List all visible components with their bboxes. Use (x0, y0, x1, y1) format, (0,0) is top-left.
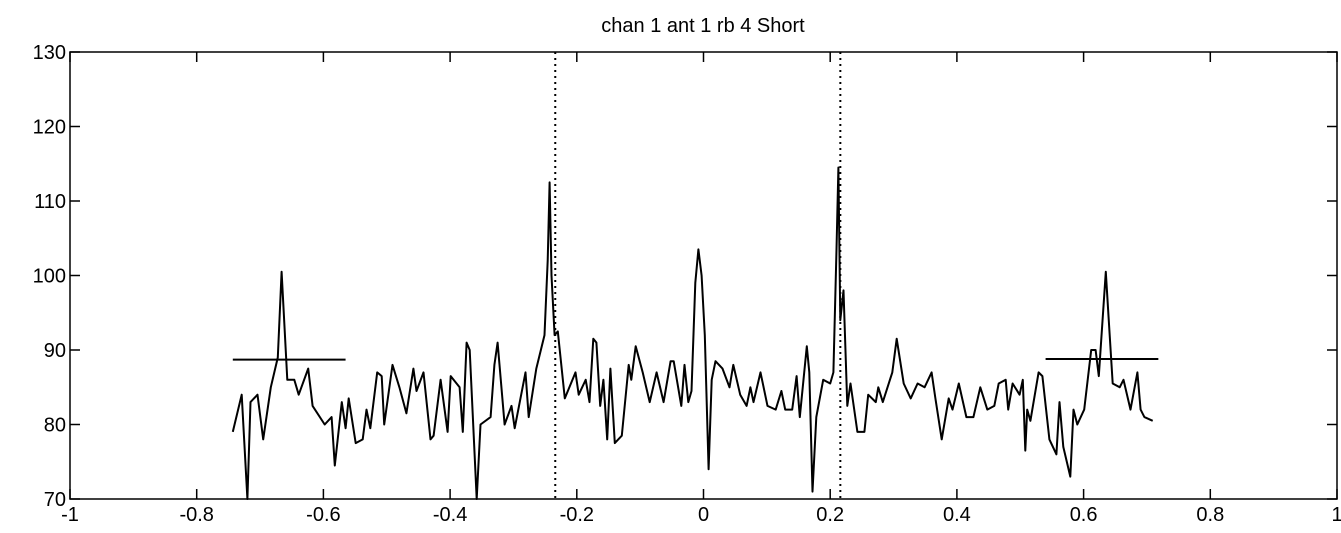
y-tick-label: 70 (44, 489, 66, 511)
x-tick-label: 0.4 (943, 504, 971, 526)
chart-title: chan 1 ant 1 rb 4 Short (601, 15, 805, 37)
plot-frame (69, 51, 1338, 500)
x-tick-label: 1 (1331, 504, 1341, 526)
y-tick-label: 110 (34, 191, 66, 213)
x-tick-label: 0.2 (816, 504, 844, 526)
x-tick-label: -0.2 (560, 504, 594, 526)
y-tick-label: 100 (33, 266, 66, 288)
x-tick-label: 0 (698, 504, 709, 526)
y-tick-label: 90 (44, 340, 66, 362)
x-tick-label: -0.6 (306, 504, 340, 526)
x-tick-label: -0.4 (433, 504, 467, 526)
x-tick-label: 0.6 (1070, 504, 1098, 526)
data-line (231, 166, 1154, 500)
x-tick-label: -1 (61, 504, 79, 526)
y-tick-label: 120 (33, 117, 66, 139)
x-tick-label: 0.8 (1196, 504, 1224, 526)
y-tick-label: 130 (33, 42, 66, 64)
x-tick-label: -0.8 (179, 504, 213, 526)
y-tick-label: 80 (44, 415, 66, 437)
